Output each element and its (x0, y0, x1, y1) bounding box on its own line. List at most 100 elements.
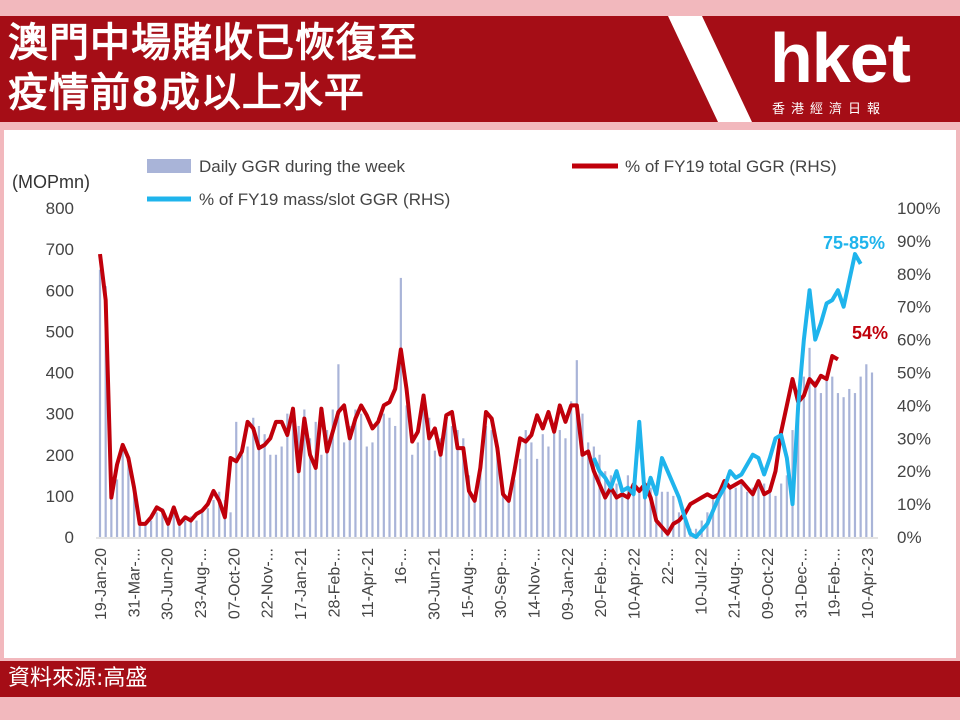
y-tick-label-right: 90% (897, 232, 931, 251)
bar-daily-ggr (530, 442, 533, 537)
bar-daily-ggr (717, 491, 720, 537)
bar-daily-ggr (870, 372, 874, 537)
bar-daily-ggr (229, 512, 232, 537)
bar-daily-ggr (303, 409, 306, 537)
bar-daily-ggr (439, 438, 442, 537)
bar-daily-ggr (286, 413, 289, 538)
bar-daily-ggr (195, 520, 198, 537)
y-tick-label-right: 100% (897, 199, 940, 218)
x-tick-label: 10-Apr-23 (860, 548, 877, 619)
logo-slash (668, 16, 960, 122)
bar-daily-ggr (496, 450, 499, 537)
x-tick-label: 21-Aug-... (727, 548, 744, 618)
bar-daily-ggr (598, 454, 601, 537)
y-tick-label-left: 0 (65, 528, 74, 547)
bar-daily-ggr (121, 446, 124, 537)
annotation-mass-slot: 75-85% (823, 233, 885, 253)
x-tick-label: 11-Apr-21 (360, 548, 377, 618)
bar-daily-ggr (711, 499, 715, 537)
bar-daily-ggr (501, 487, 505, 537)
x-tick-label: 17-Jan-21 (293, 548, 310, 620)
bar-daily-ggr (132, 487, 136, 537)
bar-daily-ggr (535, 458, 539, 537)
page-title-line2: 疫情前8成以上水平 (8, 70, 365, 116)
x-tick-label: 20-Feb-... (593, 548, 610, 617)
bar-daily-ggr (240, 454, 244, 537)
bar-daily-ggr (365, 446, 368, 537)
bar-daily-ggr (212, 499, 215, 537)
bar-daily-ggr (274, 454, 278, 537)
x-tick-label: 07-Oct-20 (226, 548, 243, 619)
bar-daily-ggr (98, 269, 102, 537)
x-tick-label: 22-Nov-... (260, 548, 277, 618)
ggr-chart: 0 100 200 300 400 500 600 700 800 (MOPmn) 0% 10% 20%… (12, 157, 940, 620)
bar-daily-ggr (433, 450, 437, 537)
bar-daily-ggr (115, 479, 119, 537)
y-tick-label-right: 50% (897, 364, 931, 383)
bar-daily-ggr (694, 528, 698, 537)
legend-label-mass-slot-ggr: % of FY19 mass/slot GGR (RHS) (199, 190, 450, 209)
bar-daily-ggr (462, 438, 465, 537)
bar-daily-ggr (621, 487, 624, 537)
y-tick-label-right: 0% (897, 528, 922, 547)
bar-daily-ggr (405, 405, 408, 537)
line-mass-slot-ggr (592, 252, 863, 539)
y-tick-label-right: 40% (897, 396, 931, 415)
bar-daily-ggr (581, 413, 584, 538)
bar-daily-ggr (172, 512, 175, 537)
bar-daily-ggr (377, 417, 380, 537)
bar-daily-ggr (235, 421, 238, 537)
bar-daily-ggr (728, 487, 732, 537)
bar-daily-ggr (348, 425, 351, 537)
bar-daily-ggr (218, 491, 221, 537)
page-title-line1: 澳門中場賭收已恢復至 (8, 20, 418, 66)
bar-daily-ggr (263, 434, 266, 537)
bar-daily-ggr (774, 495, 777, 538)
x-tick-label: 30-Sep-... (493, 548, 510, 618)
bar-daily-ggr (382, 413, 385, 538)
source-note: 資料來源:高盛 (8, 666, 148, 691)
bar-daily-ggr (167, 520, 170, 537)
bar-daily-ggr (672, 495, 675, 538)
bar-daily-ggr (723, 487, 726, 537)
bar-daily-ggr (291, 417, 295, 537)
bar-daily-ggr (155, 512, 158, 537)
x-tick-label: 31-Mar-... (126, 548, 143, 617)
bar-daily-ggr (547, 446, 550, 537)
bar-daily-ggr (819, 393, 823, 537)
bar-daily-ggr (558, 430, 561, 537)
bar-daily-ggr (473, 495, 476, 538)
bar-daily-ggr (320, 454, 323, 537)
bar-daily-ggr (763, 483, 766, 537)
bar-daily-ggr (450, 425, 454, 537)
bar-daily-ggr (411, 454, 414, 537)
bar-daily-ggr (746, 491, 749, 537)
bar-daily-ggr (740, 483, 743, 537)
bar-daily-ggr (660, 491, 664, 537)
bar-daily-ggr (632, 491, 635, 537)
bar-daily-ggr (314, 421, 317, 537)
bar-daily-ggr (104, 286, 107, 537)
bar-daily-ggr (785, 475, 788, 537)
bar-daily-ggr (269, 454, 272, 537)
line-total-ggr (98, 253, 839, 536)
y-tick-label-left: 300 (46, 405, 74, 424)
x-tick-label: 10-Jul-22 (693, 548, 710, 615)
bar-daily-ggr (734, 487, 737, 537)
hket-logo[interactable]: hket (770, 19, 911, 97)
bar-daily-ggr (127, 462, 130, 537)
x-tick-label: 19-Feb-... (827, 548, 844, 617)
legend-label-total-ggr: % of FY19 total GGR (RHS) (625, 157, 837, 176)
bar-daily-ggr (467, 475, 471, 537)
bar-daily-ggr (638, 487, 641, 537)
bar-daily-ggr (831, 376, 834, 537)
bar-daily-ggr (865, 364, 868, 537)
bar-daily-ggr (342, 442, 346, 537)
bar-daily-ggr (609, 475, 612, 537)
hket-logo-subtitle: 香港經濟日報 (772, 102, 887, 117)
bar-daily-ggr (252, 417, 255, 537)
bar-daily-ggr (757, 479, 760, 537)
bar-daily-ggr (308, 438, 312, 537)
bar-daily-ggr (337, 364, 340, 537)
bar-daily-ggr (587, 442, 590, 537)
